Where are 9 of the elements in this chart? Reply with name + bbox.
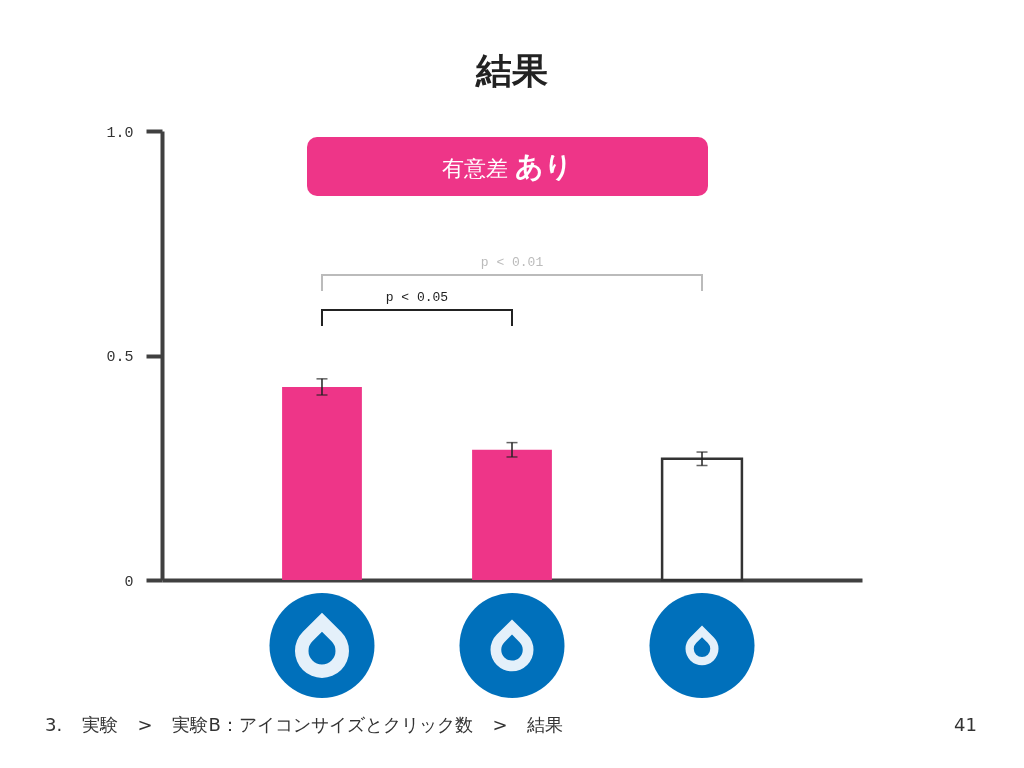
annotation: 有意差 あり	[442, 150, 573, 183]
text: 3. 実験 > 実験B：アイコンサイズとクリック数 > 結果	[45, 714, 564, 736]
annotation: p < 0.01	[479, 255, 545, 271]
chart-title: 結果	[474, 50, 549, 92]
y-tick-label: 1.0	[106, 124, 134, 142]
y-tick-label: 0.5	[106, 349, 134, 366]
text: 41	[954, 714, 977, 736]
annotation: p < 0.05	[384, 290, 450, 306]
y-tick-label: 0	[124, 573, 134, 591]
